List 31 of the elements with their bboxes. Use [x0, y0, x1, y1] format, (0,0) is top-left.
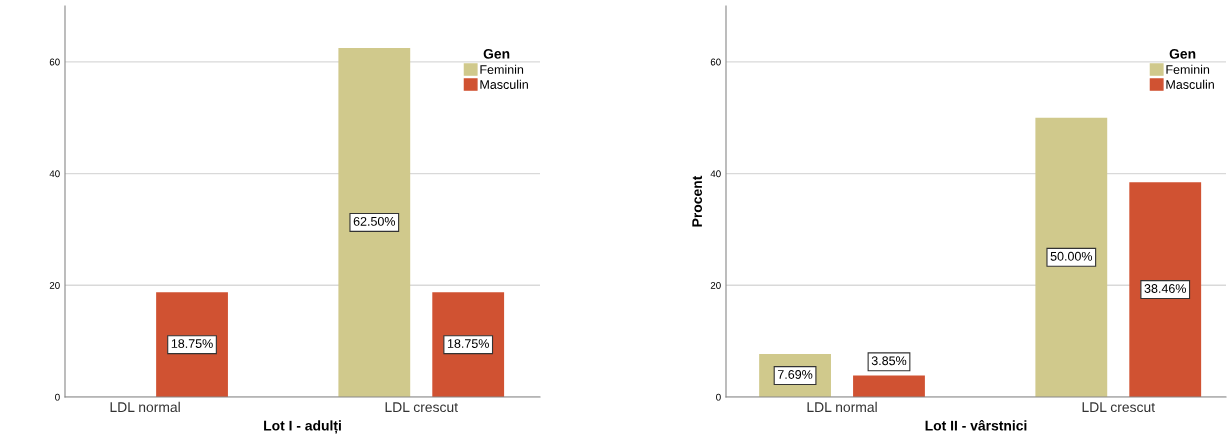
y-axis-title: Procent — [692, 175, 703, 227]
data-label: 18.75% — [171, 339, 213, 348]
legend-label: Masculin — [480, 79, 528, 89]
x-axis-title: Lot II - vârstnici — [925, 420, 1027, 431]
data-label: 50.00% — [1050, 251, 1093, 261]
y-tick-label: 60 — [49, 58, 60, 66]
data-label: 38.46% — [1144, 284, 1186, 293]
bar — [853, 375, 925, 397]
data-label: 18.75% — [447, 339, 489, 348]
bar — [1035, 117, 1108, 397]
legend-title: Gen — [483, 48, 510, 59]
y-tick-label: 20 — [710, 282, 721, 289]
y-tick-label: 40 — [49, 170, 60, 178]
y-tick-label: 20 — [49, 282, 60, 289]
y-tick-label: 0 — [55, 393, 60, 401]
y-tick-label: 60 — [710, 58, 721, 66]
data-label: 7.69% — [777, 370, 813, 379]
x-tick-label: LDL normal — [807, 401, 877, 413]
data-label: 3.85% — [871, 356, 907, 366]
x-tick-label: LDL crescut — [385, 402, 458, 413]
y-tick-label: 0 — [716, 393, 721, 401]
x-axis-title: Lot I - adulți — [264, 420, 341, 434]
data-label: 62.50% — [353, 216, 396, 226]
x-tick-label: LDL normal — [110, 401, 180, 413]
y-tick-label: 40 — [710, 170, 721, 178]
x-tick-label: LDL crescut — [1082, 402, 1155, 413]
legend-title: Gen — [1169, 48, 1196, 59]
bar — [1129, 182, 1202, 397]
legend-label: Feminin — [480, 64, 524, 74]
legend-label: Feminin — [1166, 64, 1210, 74]
legend-label: Masculin — [1166, 79, 1214, 89]
